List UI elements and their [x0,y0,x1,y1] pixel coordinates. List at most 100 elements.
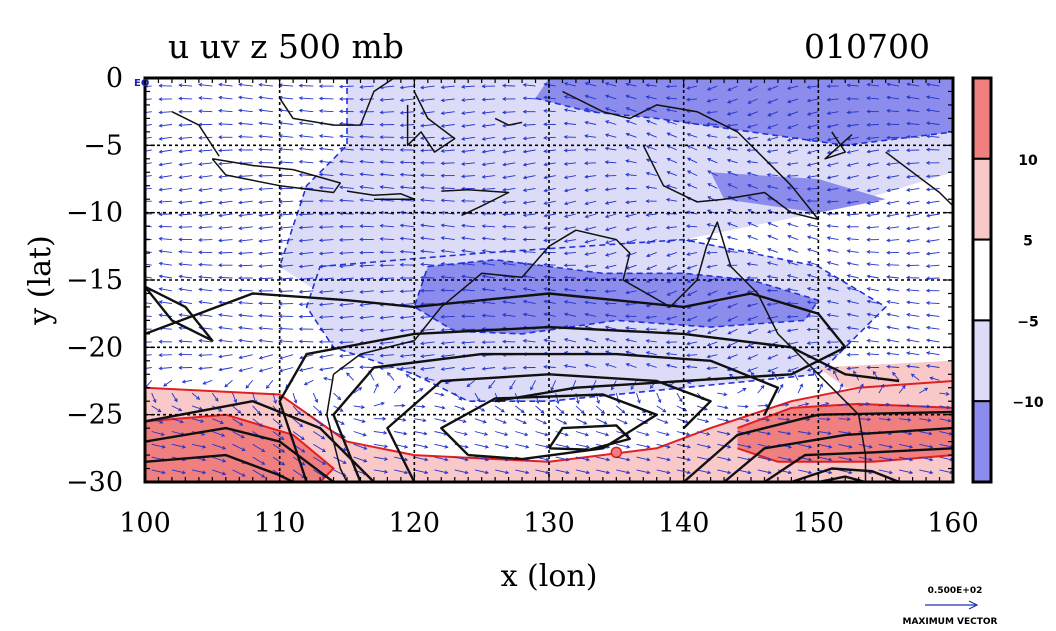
wind-vector-head-989 [742,388,747,392]
wind-vector-head-537 [481,249,486,253]
wind-vector-1108 [717,431,730,435]
wind-vector-head-1015 [461,406,466,411]
wind-vector-1237 [899,469,913,474]
wind-vector-head-404 [218,213,223,218]
wind-vector-27 [686,85,698,89]
wind-vector-718 [906,301,920,305]
wind-vector-head-674 [826,286,831,291]
wind-vector-1126 [272,443,285,453]
wind-vector-45 [238,96,253,100]
wind-vector-1060 [555,418,567,425]
wind-vector-head-746 [666,316,671,321]
wind-vector-835 [847,340,859,343]
wind-vector-head-577 [481,261,486,266]
wind-vector-head-1133 [424,444,429,449]
wind-vector-head-951 [771,370,776,375]
wind-vector-689 [319,303,334,306]
wind-vector-head-803 [198,338,203,343]
wind-vector-444 [219,226,233,229]
wind-vector-head-255 [440,161,445,166]
x-tick-label-100: 100 [119,508,171,539]
wind-vector-937 [488,380,496,389]
wind-vector-head-821 [563,337,569,342]
wind-vector-head-166 [258,134,263,139]
wind-vector-332 [380,186,395,189]
wind-vector-head-509 [726,235,731,240]
wind-vector-290 [339,173,354,177]
wind-vector-746 [666,315,678,320]
wind-vector-head-1157 [909,444,914,449]
wind-vector-head-1156 [888,444,894,449]
wind-vector-229 [727,147,738,151]
wind-vector-head-907 [685,364,691,369]
wind-vector-head-1028 [724,405,729,410]
wind-vector-934 [425,377,435,381]
wind-vector-1171 [373,456,388,460]
wind-vector-head-828 [706,342,711,347]
wind-vector-head-193 [807,137,812,142]
wind-vector-566 [259,264,273,267]
wind-vector-head-1059 [542,420,548,425]
wind-vector-head-1249 [343,486,346,489]
wind-vector-184 [626,133,637,138]
wind-vector-head-264 [625,159,630,164]
wind-vector-214 [420,149,435,152]
wind-vector-1136 [474,443,489,448]
wind-vector-head-985 [657,399,662,404]
wind-vector-534 [420,250,435,253]
wind-vector-head-614 [420,275,425,280]
wind-vector-head-98 [502,110,507,115]
wind-vector-head-51 [359,97,364,102]
wind-vector-302 [585,175,597,178]
wind-vector-head-891 [359,365,364,370]
wind-vector-head-187 [686,132,691,137]
wind-vector-1133 [414,443,428,448]
wind-vector-69 [727,98,738,104]
wind-vector-head-714 [826,299,831,304]
wind-vector-head-596 [866,262,871,267]
wind-vector-head-894 [420,366,425,371]
wind-vector-head-1181 [585,457,591,462]
wind-vector-423 [605,213,617,218]
wind-vector-901 [564,365,576,368]
wind-vector-507 [686,239,698,241]
wind-vector-16 [461,85,475,88]
wind-vector-head-1234 [848,470,853,475]
wind-vector-head-733 [399,315,404,320]
wind-vector-head-1272 [808,484,811,487]
wind-vector-head-605 [238,276,243,280]
wind-vector-865 [646,351,657,356]
wind-vector-992 [797,384,803,394]
wind-vector-head-430 [747,209,752,213]
wind-vector-head-91 [359,109,364,114]
wind-vector-161 [159,136,172,140]
wind-vector-832 [787,341,799,346]
colorbar-swatch-1 [972,157,992,241]
wind-vector-222 [584,149,597,151]
wind-vector-1169 [333,456,347,464]
wind-vector-head-4 [218,82,223,87]
wind-vector-309 [727,171,738,177]
wind-vector-head-594 [826,261,831,265]
coastline-4 [441,189,510,217]
wind-vector-889 [319,367,334,371]
wind-vector-head-17 [481,84,486,89]
wind-vector-head-472 [787,222,792,227]
wind-vector-493 [400,237,415,241]
wind-vector-head-439 [925,213,931,218]
wind-vector-588 [707,264,718,268]
wind-vector-head-34 [826,84,831,89]
wind-vector-61 [564,95,576,100]
wind-vector-head-253 [399,160,404,165]
wind-vector-head-988 [723,392,728,397]
wind-vector-968 [312,392,318,403]
wind-vector-1073 [818,418,830,420]
wind-vector-349 [728,183,738,189]
wind-vector-790 [748,328,758,334]
wind-vector-879 [926,352,940,356]
wind-vector-637 [887,276,900,279]
wind-vector-989 [737,388,746,394]
wind-vector-378 [502,200,516,203]
wind-vector-head-19 [522,83,527,87]
wind-vector-head-135 [440,124,445,128]
